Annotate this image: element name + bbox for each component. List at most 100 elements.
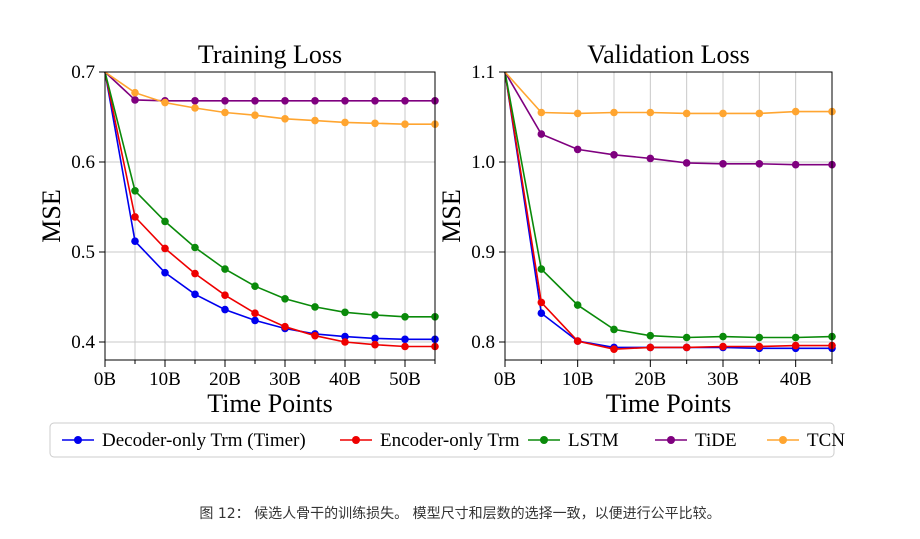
data-point-encoder-only-trm <box>311 331 319 340</box>
legend: Decoder-only Trm (Timer) Encoder-only Trm… <box>49 422 845 458</box>
data-point-encoder-only-trm <box>281 322 289 331</box>
x-axis-label: Time Points <box>207 389 332 418</box>
data-point-lstm <box>281 295 289 303</box>
data-point-tide <box>131 96 139 104</box>
data-point-lstm <box>537 265 546 273</box>
data-point-tcn <box>371 119 379 128</box>
data-point-decoder-only-trm-timer <box>371 334 379 343</box>
data-point-tide <box>610 151 618 159</box>
data-point-tcn <box>131 88 139 97</box>
data-point-lstm <box>371 311 379 319</box>
legend-frame <box>49 422 835 458</box>
x-tick-label: 10B <box>149 369 181 390</box>
data-point-decoder-only-trm-timer <box>537 309 546 318</box>
data-point-lstm <box>311 303 319 311</box>
data-point-decoder-only-trm-timer <box>221 305 229 314</box>
data-point-encoder-only-trm <box>341 338 349 346</box>
data-point-lstm <box>755 333 764 342</box>
y-axis-label: MSE <box>437 189 466 242</box>
legend-marker-lstm <box>540 436 548 444</box>
plot-frame <box>504 71 833 361</box>
data-point-lstm <box>341 308 349 317</box>
data-point-decoder-only-trm-timer <box>161 268 169 277</box>
series-line-decoder-only-trm-timer <box>104 71 435 341</box>
series-line-tcn <box>104 71 435 125</box>
data-point-tide <box>791 160 800 169</box>
figure-caption: 图 12： 候选人骨干的训练损失。 模型尺寸和层数的选择一致，以便进行公平比较。 <box>199 506 721 522</box>
x-tick-label: 30B <box>269 369 301 390</box>
data-point-tcn <box>646 108 655 117</box>
data-point-tide <box>251 97 259 105</box>
data-point-tide <box>573 145 582 154</box>
y-tick-label: 1.1 <box>471 62 495 83</box>
data-point-lstm <box>131 187 139 195</box>
data-point-encoder-only-trm <box>221 291 229 300</box>
data-point-encoder-only-trm <box>371 340 379 349</box>
data-point-tcn <box>537 108 546 117</box>
data-point-lstm <box>573 301 582 309</box>
data-point-encoder-only-trm <box>401 342 409 351</box>
data-point-tcn <box>401 120 409 128</box>
y-tick-label: 0.5 <box>71 242 95 263</box>
series-line-encoder-only-trm <box>104 71 435 348</box>
data-point-decoder-only-trm-timer <box>191 290 199 299</box>
data-point-tide <box>719 160 727 168</box>
data-point-lstm <box>191 243 199 252</box>
data-point-tcn <box>682 109 691 118</box>
x-tick-label: 20B <box>634 369 666 390</box>
legend-label-tide: TiDE <box>695 430 737 451</box>
data-point-tcn <box>573 109 582 118</box>
plot-frame <box>104 71 436 361</box>
chart-title: Training Loss <box>198 40 342 69</box>
data-point-tide <box>371 97 379 105</box>
data-point-tcn <box>719 109 727 118</box>
legend-marker-tcn <box>779 436 787 444</box>
data-point-tcn <box>251 111 259 119</box>
x-tick-label: 0B <box>94 369 116 390</box>
data-point-encoder-only-trm <box>161 244 169 253</box>
data-point-lstm <box>161 217 169 226</box>
x-tick-label: 0B <box>494 369 516 390</box>
data-point-tide <box>682 159 691 167</box>
data-point-decoder-only-trm-timer <box>131 237 139 245</box>
data-point-decoder-only-trm-timer <box>251 316 259 325</box>
legend-marker-encoder-only-trm <box>352 436 360 444</box>
data-point-tcn <box>311 116 319 125</box>
data-point-tide <box>646 154 655 163</box>
x-tick-label: 40B <box>329 369 361 390</box>
training-loss-chart: 0B 10B 20B 30B 40B 50B 0.4 0.5 0.6 0.7 Training Lo… <box>37 40 439 418</box>
data-point-tide <box>537 130 546 138</box>
data-point-tide <box>281 97 289 105</box>
data-point-tide <box>401 97 409 105</box>
data-point-tide <box>311 97 319 105</box>
data-point-encoder-only-trm <box>251 309 259 318</box>
series-line-tcn <box>504 71 832 115</box>
y-tick-label: 0.8 <box>471 332 495 353</box>
data-point-encoder-only-trm <box>191 269 199 278</box>
data-point-lstm <box>221 265 229 273</box>
data-point-lstm <box>646 331 655 340</box>
chart-title: Validation Loss <box>587 40 750 69</box>
x-tick-label: 30B <box>707 369 739 390</box>
data-point-tcn <box>221 108 229 117</box>
y-tick-label: 0.4 <box>71 332 95 353</box>
series-line-encoder-only-trm <box>504 71 832 351</box>
data-point-tcn <box>610 108 618 117</box>
legend-label-decoder-only-trm-timer: Decoder-only Trm (Timer) <box>102 430 306 451</box>
y-axis-label: MSE <box>37 189 66 242</box>
series-line-lstm <box>104 71 435 318</box>
data-point-tide <box>755 160 764 168</box>
legend-label-tcn: TCN <box>807 430 845 451</box>
data-point-encoder-only-trm <box>755 342 764 351</box>
data-point-encoder-only-trm <box>719 342 727 351</box>
data-point-lstm <box>401 313 409 321</box>
x-tick-label: 20B <box>209 369 241 390</box>
y-tick-label: 0.9 <box>471 242 495 263</box>
x-tick-label: 40B <box>780 369 812 390</box>
y-tick-label: 0.7 <box>71 62 95 83</box>
data-point-lstm <box>719 332 727 341</box>
data-point-tcn <box>791 107 800 116</box>
legend-label-lstm: LSTM <box>568 430 619 451</box>
y-tick-label: 0.6 <box>71 152 95 173</box>
